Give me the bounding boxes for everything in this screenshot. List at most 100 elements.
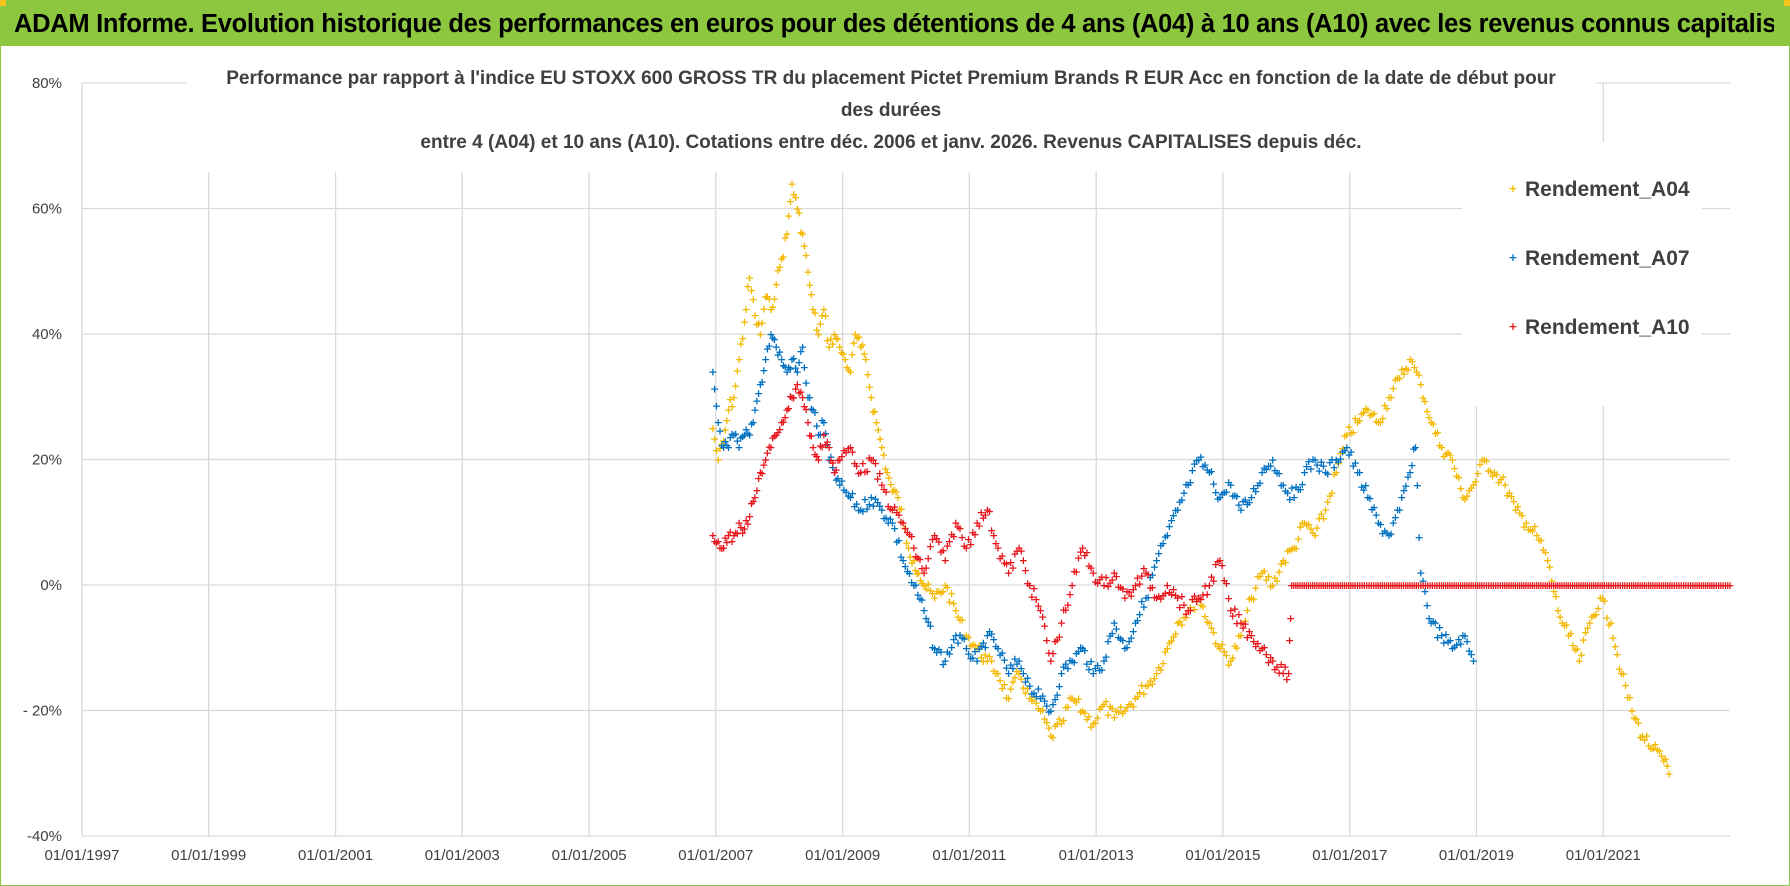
x-tick-label-12: 01/01/2021 — [1566, 847, 1641, 864]
series-2-fill-48-2: + — [1093, 577, 1102, 590]
series-0-point-78: + — [1321, 504, 1330, 517]
series-2-fill-31-3: + — [915, 553, 924, 566]
series-0-fill-65-4: + — [1192, 595, 1201, 608]
series-1-fill-24-3: + — [842, 485, 851, 498]
series-0-point-104: + — [1596, 592, 1605, 605]
series-1-fill-32-4: + — [928, 641, 937, 654]
series-0-fill-110-1: + — [1661, 753, 1670, 766]
series-0-fill-20-1: + — [816, 318, 825, 331]
series-2-fill-68-9: + — [1306, 579, 1315, 592]
series-2-fill-14-1: + — [784, 402, 793, 415]
series-2-fill-88-6: + — [1723, 579, 1732, 592]
series-1-point-16: + — [793, 366, 802, 379]
series-0-fill-78-3: + — [1327, 487, 1336, 500]
series-0-point-81: + — [1353, 416, 1362, 429]
series-0-fill-68-2: + — [1220, 645, 1229, 658]
series-1-fill-4-1: + — [731, 428, 740, 441]
series-0-fill-90-1: + — [1450, 462, 1459, 475]
series-2-point-40: + — [1004, 566, 1013, 579]
series-2-fill-20-1: + — [816, 440, 825, 453]
series-0-fill-60-1: + — [1133, 690, 1142, 703]
series-2-point-71: + — [1351, 579, 1360, 592]
series-2-fill-42-1: + — [1027, 591, 1036, 604]
series-1-fill-49-2: + — [1104, 635, 1113, 648]
series-2-fill-69-6: + — [1321, 579, 1330, 592]
series-0-fill-40-3: + — [926, 584, 935, 597]
series-2-fill-48-1: + — [1091, 575, 1100, 588]
series-2-fill-72-2: + — [1376, 579, 1385, 592]
series-0-fill-9-2: + — [759, 303, 768, 316]
series-1-fill-17-2: + — [802, 377, 811, 390]
series-2-fill-73-3: + — [1399, 579, 1408, 592]
series-2-fill-84-7: + — [1640, 579, 1649, 592]
series-0-fill-87-3: + — [1422, 405, 1431, 418]
series-0-fill-78-1: + — [1323, 496, 1332, 509]
series-0-fill-38-1: + — [911, 564, 920, 577]
series-0-fill-102-4: + — [1583, 621, 1592, 634]
series-2-fill-76-8: + — [1473, 579, 1482, 592]
series-0-fill-107-4: + — [1636, 731, 1645, 744]
series-1-fill-68-4: + — [1308, 453, 1317, 466]
series-0-point-64: + — [1173, 617, 1182, 630]
series-0-fill-106-3: + — [1623, 691, 1632, 704]
series-1-fill-52-1: + — [1133, 614, 1142, 627]
chart-title-line-3: entre 4 (A04) et 10 ans (A10). Cotations… — [420, 132, 1361, 153]
series-2-fill-12-1: + — [773, 426, 782, 439]
series-1-fill-56-1: + — [1175, 496, 1184, 509]
series-1-fill-36-2: + — [966, 652, 975, 665]
series-2-fill-70-4: + — [1338, 579, 1347, 592]
series-2-fill-70-5: + — [1340, 579, 1349, 592]
series-0-point-69: + — [1226, 654, 1235, 667]
series-0-point-12: + — [772, 278, 781, 291]
series-0-fill-104-2: + — [1600, 595, 1609, 608]
series-1-point-32: + — [919, 604, 928, 617]
series-2-fill-8-1: + — [752, 484, 761, 497]
series-0-fill-6-1: + — [742, 303, 751, 316]
series-0-fill-36-2: + — [902, 537, 911, 550]
series-1-point-19: + — [809, 403, 818, 416]
series-0-point-19: + — [809, 303, 818, 316]
series-0-fill-44-1: + — [964, 631, 973, 644]
series-2-fill-68-1: + — [1289, 579, 1298, 592]
series-0-fill-107-2: + — [1632, 713, 1641, 726]
series-1-fill-45-1: + — [1059, 661, 1068, 674]
series-1-fill-50-4: + — [1118, 634, 1127, 647]
series-2-fill-82-1: + — [1585, 579, 1594, 592]
series-2-fill-31-4: + — [917, 562, 926, 575]
series-1-fill-70-1: + — [1323, 468, 1332, 481]
series-0-fill-56-4: + — [1097, 700, 1106, 713]
series-2-fill-25-1: + — [848, 446, 857, 459]
series-1-fill-47-2: + — [1082, 658, 1091, 671]
series-1-fill-23-2: + — [833, 472, 842, 485]
series-0-point-111: + — [1664, 767, 1673, 780]
series-1-fill-40-1: + — [1006, 659, 1015, 672]
series-1-fill-20-2: + — [818, 414, 827, 427]
series-0-fill-109-1: + — [1651, 738, 1660, 751]
series-2-fill-67-1: + — [1285, 634, 1294, 647]
series-1-fill-36-1: + — [964, 648, 973, 661]
series-2-fill-83-3: + — [1611, 579, 1620, 592]
series-1-fill-28-3: + — [884, 516, 893, 529]
series-2-fill-30-3: + — [905, 528, 914, 541]
series-2-fill-84-1: + — [1627, 579, 1636, 592]
series-1-fill-53-2: + — [1146, 571, 1155, 584]
series-2-fill-84-8: + — [1642, 579, 1651, 592]
series-1-point-71: + — [1332, 454, 1341, 467]
series-1-point-41: + — [1015, 654, 1024, 667]
series-0-point-45: + — [973, 642, 982, 655]
series-0-fill-101-2: + — [1568, 639, 1577, 652]
series-2-fill-15-1: + — [789, 392, 798, 405]
series-1-fill-59-4: + — [1213, 492, 1222, 505]
series-2-fill-64-2: + — [1262, 648, 1271, 661]
series-2-fill-62-3: + — [1243, 631, 1252, 644]
series-2-fill-79-3: + — [1526, 579, 1535, 592]
series-0-fill-37-2: + — [907, 556, 916, 569]
series-0-fill-77-4: + — [1319, 512, 1328, 525]
series-1-fill-41-2: + — [1019, 667, 1028, 680]
x-tick-label-2: 01/01/2001 — [298, 847, 373, 864]
series-2-fill-82-7: + — [1598, 579, 1607, 592]
series-0-fill-99-3: + — [1549, 585, 1558, 598]
legend-marker-a04: + — [1508, 182, 1517, 195]
series-0-fill-109-3: + — [1655, 744, 1664, 757]
series-1-point-43: + — [1036, 692, 1045, 705]
